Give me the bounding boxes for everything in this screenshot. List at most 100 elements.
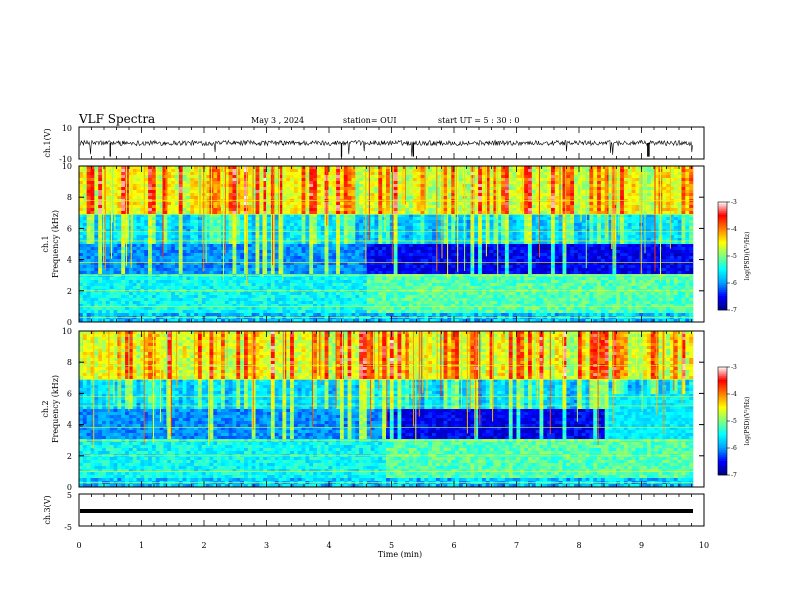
spectrogram-cell xyxy=(159,187,164,191)
spectrogram-cell xyxy=(673,190,678,194)
spectrogram-cell xyxy=(224,184,229,188)
spectrogram-cell xyxy=(616,253,621,257)
spectrogram-cell xyxy=(478,253,483,257)
spectrogram-cell xyxy=(524,190,529,194)
spectrogram-cell xyxy=(447,187,452,191)
spectrogram-cell xyxy=(132,238,137,242)
spectrogram-cell xyxy=(148,211,153,215)
spectrogram-cell xyxy=(274,178,279,182)
spectrogram-cell xyxy=(148,205,153,209)
spectrogram-cell xyxy=(217,253,222,257)
spectrogram-cell xyxy=(466,232,471,236)
spectrogram-cell xyxy=(570,250,575,254)
spectrogram-cell xyxy=(209,220,214,224)
spectrogram-cell xyxy=(597,217,602,221)
spectrogram-cell xyxy=(194,166,199,170)
spectrogram-cell xyxy=(351,214,356,218)
spectrogram-cell xyxy=(435,253,441,257)
spectrogram-cell xyxy=(190,238,195,242)
spectrogram-cell xyxy=(466,178,471,182)
spectrogram-cell xyxy=(259,178,264,182)
spectrogram-cell xyxy=(259,244,264,248)
spectrogram-cell xyxy=(685,256,690,260)
spectrogram-cell xyxy=(297,253,302,257)
spectrogram-cell xyxy=(558,211,563,215)
spectrogram-cell xyxy=(316,199,322,203)
spectrogram-cell xyxy=(428,214,433,218)
spectrogram-cell xyxy=(681,220,686,224)
spectrogram-cell xyxy=(416,193,421,197)
spectrogram-cell xyxy=(301,181,306,185)
spectrogram-cell xyxy=(320,205,325,209)
spectrogram-cell xyxy=(393,226,398,230)
spectrogram-cell xyxy=(125,193,130,197)
spectrogram-cell xyxy=(240,193,245,197)
spectrogram-cell xyxy=(432,184,437,188)
spectrogram-cell xyxy=(593,202,598,206)
spectrogram-cell xyxy=(581,181,586,185)
spectrogram-cell xyxy=(148,220,153,224)
spectrogram-cell xyxy=(232,244,237,248)
spectrogram-cell xyxy=(247,205,252,209)
spectrogram-cell xyxy=(305,166,310,170)
spectrogram-cell xyxy=(524,196,529,200)
spectrogram-cell xyxy=(194,238,199,242)
spectrogram-cell xyxy=(263,190,268,194)
spectrogram-cell xyxy=(416,238,421,242)
spectrogram-cell xyxy=(574,190,579,194)
spectrogram-cell xyxy=(485,232,490,236)
spectrogram-cell xyxy=(585,244,590,248)
spectrogram-cell xyxy=(581,214,586,218)
spectrogram-cell xyxy=(209,256,214,260)
spectrogram-cell xyxy=(597,181,602,185)
spectrogram-cell xyxy=(186,214,191,218)
spectrogram-cell xyxy=(489,184,494,188)
spectrogram-cell xyxy=(520,241,525,245)
spectrogram-cell xyxy=(562,208,567,212)
spectrogram-cell xyxy=(554,187,559,191)
spectrogram-cell xyxy=(600,217,606,221)
spectrogram-cell xyxy=(370,241,375,245)
spectrogram-cell xyxy=(228,250,233,254)
spectrogram-cell xyxy=(328,193,333,197)
spectrogram-cell xyxy=(570,238,575,242)
spectrogram-cell xyxy=(409,229,414,233)
spectrogram-cell xyxy=(420,205,425,209)
spectrogram-cell xyxy=(98,199,103,203)
spectrogram-cell xyxy=(428,175,433,179)
spectrogram-cell xyxy=(447,253,452,257)
spectrogram-cell xyxy=(174,247,180,251)
spectrogram-cell xyxy=(401,175,406,179)
spectrogram-cell xyxy=(244,190,249,194)
spectrogram-cell xyxy=(382,241,387,245)
spectrogram-cell xyxy=(293,217,299,221)
spectrogram-cell xyxy=(623,196,629,200)
spectrogram-cell xyxy=(197,253,203,257)
spectrogram-cell xyxy=(497,250,502,254)
spectrogram-cell xyxy=(485,184,490,188)
spectrogram-cell xyxy=(382,223,387,227)
spectrogram-cell xyxy=(581,220,586,224)
spectrogram-cell xyxy=(451,196,456,200)
spectrogram-cell xyxy=(286,214,291,218)
spectrogram-cell xyxy=(627,178,632,182)
spectrogram-cell xyxy=(278,181,283,185)
spectrogram-cell xyxy=(516,178,521,182)
spectrogram-cell xyxy=(132,214,137,218)
spectrogram-cell xyxy=(455,187,460,191)
spectrogram-cell xyxy=(685,235,690,239)
spectrogram-cell xyxy=(531,223,536,227)
spectrogram-cell xyxy=(347,172,352,176)
spectrogram-cell xyxy=(148,193,153,197)
spectrogram-cell xyxy=(316,229,322,233)
spectrogram-cell xyxy=(297,229,302,233)
spectrogram-cell xyxy=(351,238,356,242)
spectrogram-cell xyxy=(405,232,410,236)
spectrogram-cell xyxy=(244,196,249,200)
spectrogram-cell xyxy=(501,217,506,221)
spectrogram-cell xyxy=(155,235,160,239)
spectrogram-cell xyxy=(224,190,229,194)
spectrogram-cell xyxy=(293,187,299,191)
spectrogram-cell xyxy=(635,196,640,200)
spectrogram-cell xyxy=(378,208,383,212)
